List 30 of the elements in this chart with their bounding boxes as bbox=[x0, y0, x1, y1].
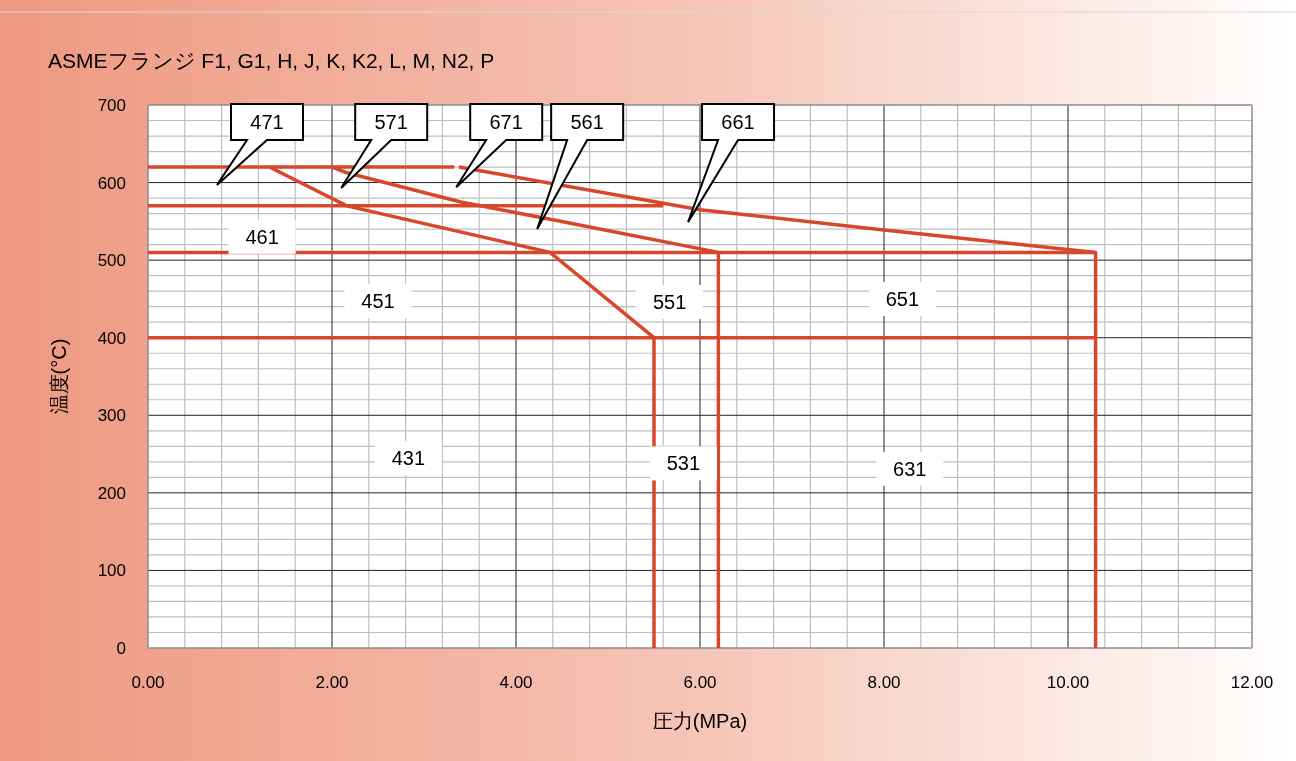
annotation: 471 bbox=[250, 111, 284, 133]
x-tick-label: 12.00 bbox=[1230, 673, 1274, 692]
y-tick-label: 600 bbox=[97, 173, 126, 193]
x-tick-label: 0.00 bbox=[131, 673, 165, 692]
annotation: 661 bbox=[721, 111, 755, 133]
annotation: 561 bbox=[570, 111, 604, 133]
annotation: 531 bbox=[666, 452, 701, 475]
annotation: 571 bbox=[374, 111, 408, 133]
y-axis-title: 温度(°C) bbox=[48, 338, 70, 415]
annotation: 631 bbox=[893, 457, 927, 480]
y-tick-label: 400 bbox=[97, 328, 126, 348]
y-tick-label: 200 bbox=[97, 483, 126, 503]
annotation: 431 bbox=[391, 446, 426, 469]
annotation: 651 bbox=[885, 287, 920, 310]
y-tick-label: 100 bbox=[97, 561, 126, 581]
x-axis-title: 圧力(MPa) bbox=[652, 710, 748, 732]
x-tick-label: 8.00 bbox=[867, 673, 901, 692]
y-tick-label: 500 bbox=[97, 251, 126, 271]
y-tick-label: 700 bbox=[97, 96, 126, 115]
annotation: 451 bbox=[361, 290, 395, 313]
y-tick-label: 0 bbox=[116, 639, 126, 658]
x-tick-label: 4.00 bbox=[499, 673, 533, 692]
annotation: 461 bbox=[245, 225, 279, 248]
annotation: 671 bbox=[489, 111, 523, 133]
x-tick-label: 6.00 bbox=[683, 673, 717, 692]
chart-title: ASMEフランジ F1, G1, H, J, K, K2, L, M, N2, P bbox=[48, 49, 495, 72]
annotation: 551 bbox=[652, 291, 687, 314]
x-tick-label: 10.00 bbox=[1046, 673, 1090, 692]
x-tick-label: 2.00 bbox=[315, 673, 349, 692]
y-tick-label: 300 bbox=[97, 406, 126, 426]
